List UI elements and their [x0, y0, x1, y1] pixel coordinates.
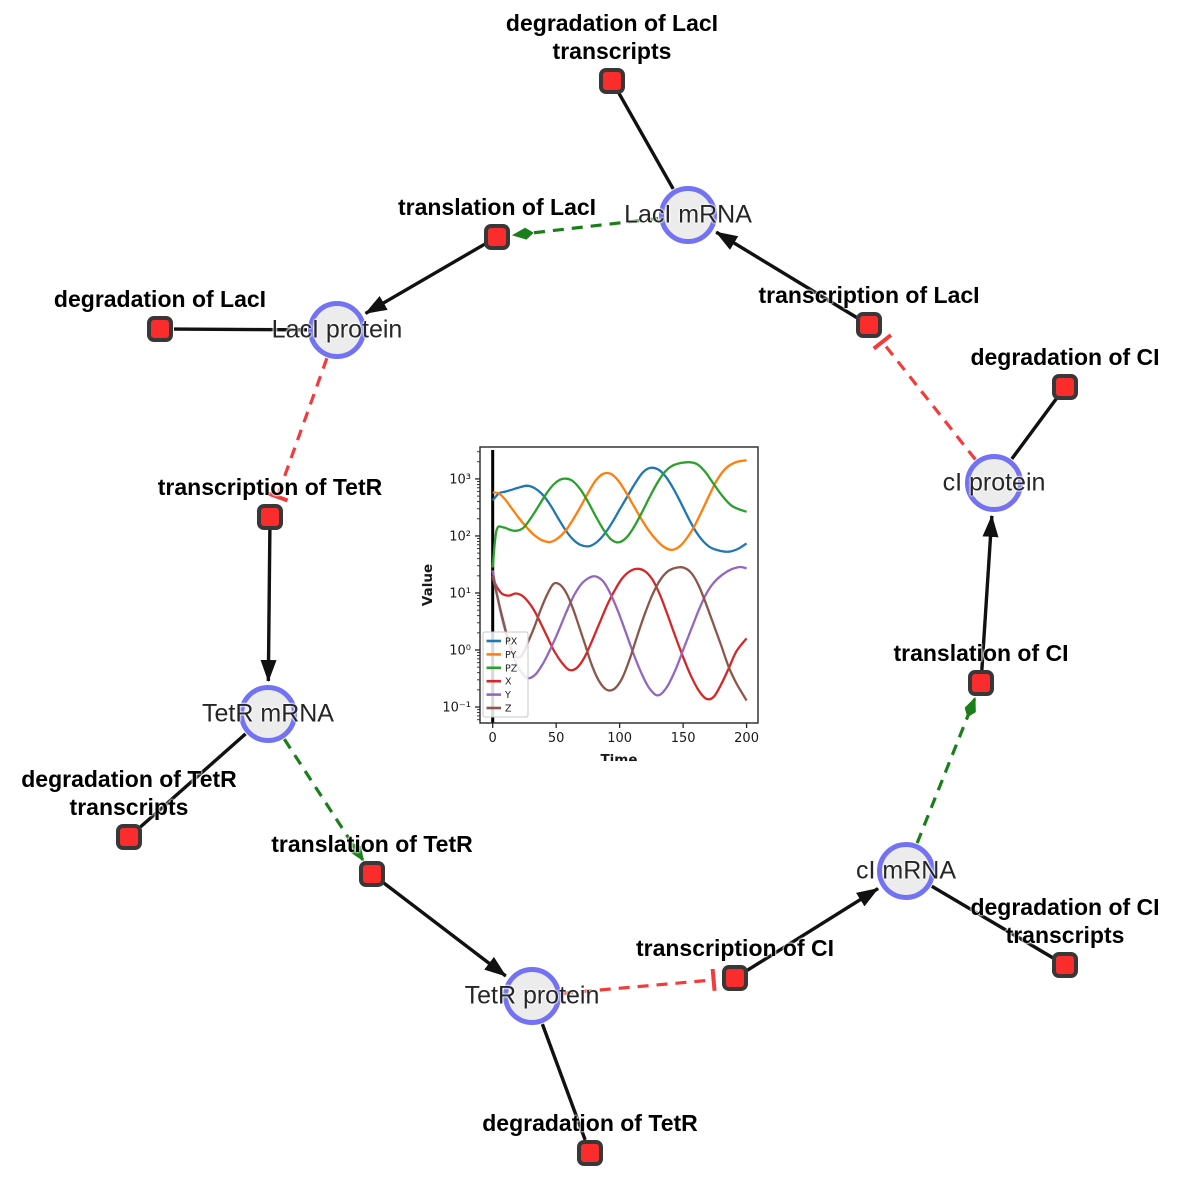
species-node-ci-mrna[interactable]	[877, 842, 935, 900]
reaction-label-line: transcription of CI	[635, 935, 835, 961]
legend-label-PY: PY	[505, 650, 517, 661]
reaction-label-transl-laci: translation of LacI	[398, 193, 596, 221]
reaction-label-line: transcripts	[69, 794, 189, 820]
edge-consumption-ci-mrna-to-deg-ci-tx	[930, 884, 1054, 960]
reaction-node-transl-laci[interactable]	[484, 224, 510, 250]
edge-consumption-tetr-mrna-to-deg-tetr-tx	[138, 732, 247, 829]
reaction-node-transl-tetr[interactable]	[359, 861, 385, 887]
reaction-label-line: degradation of TetR	[21, 766, 237, 792]
reaction-label-line: transcripts	[552, 38, 672, 64]
edge-consumption-laci-protein-to-deg-laci	[173, 327, 308, 332]
species-label-laci-mrna: LacI mRNA	[624, 200, 752, 229]
y-tick-label: 10⁰	[449, 644, 471, 659]
reaction-label-line: degradation of LacI	[505, 10, 719, 36]
series-line-PX	[491, 466, 748, 553]
x-tick-label: 150	[671, 731, 696, 746]
reaction-node-deg-laci[interactable]	[147, 316, 173, 342]
x-tick-label: 50	[548, 731, 565, 746]
edge-production-transl-ci-to-ci-protein	[980, 514, 999, 671]
edge-production-txn-ci-to-ci-mrna	[745, 887, 879, 973]
edge-modifier-laci-mrna-to-transl-laci	[511, 216, 659, 240]
species-node-laci-mrna[interactable]	[659, 186, 717, 244]
series-line-X	[491, 567, 748, 701]
species-label-tetr-protein: TetR protein	[464, 981, 600, 1010]
reaction-label-transl-ci: translation of CI	[893, 639, 1068, 667]
edge-production-transl-tetr-to-tetr-protein	[381, 880, 507, 978]
reaction-label-transl-tetr: translation of TetR	[271, 830, 472, 858]
reaction-label-deg-tetr: degradation of TetR	[482, 1109, 698, 1137]
edge-inhibition-laci-protein-to-txn-tetr	[266, 357, 329, 503]
species-node-laci-protein[interactable]	[308, 301, 366, 359]
species-node-ci-protein[interactable]	[965, 454, 1023, 512]
edge-inhibition-tetr-protein-to-txn-ci	[561, 968, 717, 995]
reaction-label-line: degradation of CI	[970, 344, 1160, 370]
reaction-label-txn-laci: transcription of LacI	[758, 281, 979, 309]
y-tick-label: 10²	[449, 529, 471, 544]
x-tick-label: 0	[489, 731, 497, 746]
legend-label-PZ: PZ	[505, 663, 518, 674]
reaction-node-txn-laci[interactable]	[856, 312, 882, 338]
reaction-label-deg-laci-tx: degradation of LacI transcripts	[506, 9, 718, 65]
reaction-label-line: translation of LacI	[397, 194, 597, 220]
reaction-label-deg-ci: degradation of CI	[970, 343, 1159, 371]
reaction-node-deg-tetr[interactable]	[577, 1140, 603, 1166]
chart-legend: PX PY PZ XYZ	[482, 631, 529, 718]
reaction-label-txn-tetr: transcription of TetR	[158, 473, 382, 501]
edge-inhibition-ci-protein-to-txn-laci	[872, 333, 977, 461]
y-tick-label: 10⁻¹	[442, 701, 471, 716]
legend-label-Y: Y	[504, 690, 511, 701]
series-line-Z	[491, 565, 748, 702]
species-node-tetr-mrna[interactable]	[239, 685, 297, 743]
reaction-label-line: degradation of CI	[970, 894, 1160, 920]
reaction-label-deg-laci: degradation of LacI	[54, 285, 266, 313]
y-tick-label: 10³	[449, 472, 471, 487]
edge-production-transl-laci-to-laci-protein	[364, 242, 487, 315]
series-line-Y	[491, 565, 747, 697]
reaction-node-transl-ci[interactable]	[968, 670, 994, 696]
reaction-node-deg-ci[interactable]	[1052, 374, 1078, 400]
species-label-tetr-mrna: TetR mRNA	[202, 699, 334, 728]
reaction-label-line: transcription of LacI	[758, 282, 980, 308]
edge-consumption-tetr-protein-to-deg-tetr	[540, 1023, 587, 1141]
edge-modifier-tetr-mrna-to-transl-tetr	[283, 738, 365, 862]
reaction-label-line: translation of TetR	[271, 831, 473, 857]
reaction-node-deg-laci-tx[interactable]	[599, 68, 625, 94]
series-line-PZ	[491, 461, 748, 568]
reaction-label-line: transcription of TetR	[157, 474, 383, 500]
edge-modifier-ci-mrna-to-transl-ci	[915, 696, 977, 844]
legend-label-X: X	[505, 677, 512, 688]
reaction-node-deg-ci-tx[interactable]	[1052, 952, 1078, 978]
edge-production-txn-laci-to-laci-mrna	[715, 230, 859, 320]
species-label-laci-protein: LacI protein	[271, 315, 403, 344]
species-label-ci-mrna: cI mRNA	[856, 856, 956, 885]
reaction-node-txn-tetr[interactable]	[257, 504, 283, 530]
reaction-label-txn-ci: transcription of CI	[636, 934, 834, 962]
legend-label-PX: PX	[505, 637, 518, 648]
edge-production-txn-tetr-to-tetr-mrna	[260, 529, 277, 683]
edge-consumption-laci-mrna-to-deg-laci-tx	[617, 92, 675, 190]
reaction-node-deg-tetr-tx[interactable]	[116, 824, 142, 850]
legend-label-Z: Z	[505, 704, 512, 715]
edge-consumption-ci-protein-to-deg-ci	[1010, 397, 1059, 460]
reaction-label-line: transcripts	[1005, 922, 1125, 948]
series-line-PY	[492, 459, 747, 552]
reaction-label-deg-tetr-tx: degradation of TetR transcripts	[21, 765, 237, 821]
reaction-label-line: degradation of LacI	[53, 286, 267, 312]
y-axis-label: Value	[420, 564, 436, 606]
species-label-ci-protein: cI protein	[942, 468, 1046, 497]
x-tick-label: 200	[734, 731, 759, 746]
x-axis-label: Time	[600, 752, 637, 761]
reaction-label-deg-ci-tx: degradation of CI transcripts	[970, 893, 1159, 949]
reaction-label-line: degradation of TetR	[482, 1110, 698, 1136]
reaction-label-line: translation of CI	[893, 640, 1069, 666]
inset-timeseries-chart: 0 50 100 150 20010⁻¹10⁰10¹10²10³TimeValuePXP…	[415, 436, 765, 761]
species-node-tetr-protein[interactable]	[503, 967, 561, 1025]
y-tick-label: 10¹	[449, 586, 471, 601]
x-tick-label: 100	[607, 731, 632, 746]
reaction-node-txn-ci[interactable]	[722, 965, 748, 991]
